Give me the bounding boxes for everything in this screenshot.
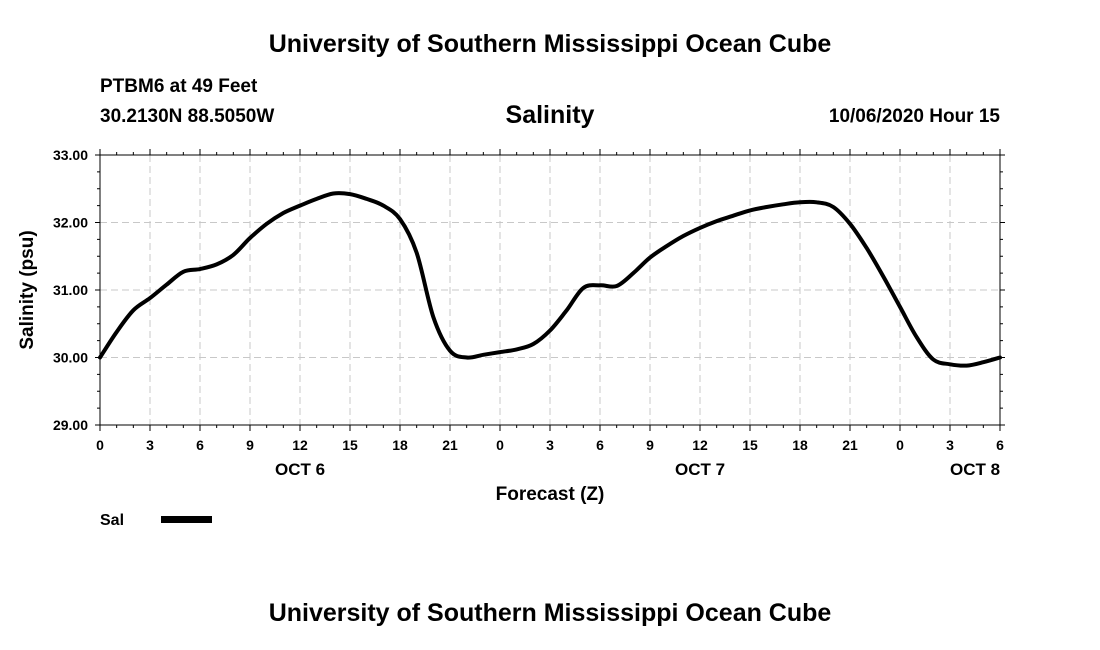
chart-title: University of Southern Mississippi Ocean… xyxy=(268,30,832,58)
series-line-sal xyxy=(98,191,1002,368)
x-tick-label: 9 xyxy=(246,437,254,453)
forecast-datetime: 10/06/2020 Hour 15 xyxy=(828,106,1000,127)
x-tick-label: 18 xyxy=(792,437,808,453)
day-label: OCT 6 xyxy=(275,460,325,479)
x-tick-label: 3 xyxy=(546,437,554,453)
x-axis-title: Forecast (Z) xyxy=(496,484,605,505)
coordinates-label: 30.2130N 88.5050W xyxy=(100,106,275,127)
y-tick-label: 30.00 xyxy=(53,350,88,366)
x-tick-label: 6 xyxy=(196,437,204,453)
y-tick-label: 31.00 xyxy=(53,282,88,298)
day-label: OCT 7 xyxy=(675,460,725,479)
x-tick-label: 6 xyxy=(996,437,1004,453)
x-tick-label: 15 xyxy=(342,437,358,453)
y-axis-title: Salinity (psu) xyxy=(17,230,38,349)
y-tick-label: 32.00 xyxy=(53,215,88,231)
x-tick-label: 3 xyxy=(946,437,954,453)
station-label: PTBM6 at 49 Feet xyxy=(100,76,258,97)
x-tick-label: 12 xyxy=(692,437,708,453)
legend: Sal xyxy=(100,512,212,529)
x-tick-label: 0 xyxy=(496,437,504,453)
variable-title: Salinity xyxy=(505,101,595,129)
x-tick-label: 0 xyxy=(896,437,904,453)
x-tick-label: 15 xyxy=(742,437,758,453)
footer-title: University of Southern Mississippi Ocean… xyxy=(268,599,832,627)
x-tick-label: 18 xyxy=(392,437,408,453)
y-tick-label: 29.00 xyxy=(53,417,88,433)
x-tick-label: 9 xyxy=(646,437,654,453)
labels-layer: 29.00 30.00 31.00 32.00 33.00 0 3 6 9 12 15 18 21 0 3 6… xyxy=(53,147,1004,479)
legend-swatch-sal xyxy=(161,516,212,523)
plot-frame xyxy=(99,154,1001,426)
x-tick-label: 3 xyxy=(146,437,154,453)
x-tick-label: 21 xyxy=(442,437,458,453)
x-tick-label: 6 xyxy=(596,437,604,453)
x-tick-label: 21 xyxy=(842,437,858,453)
legend-label-sal: Sal xyxy=(100,512,124,529)
grid-layer xyxy=(100,155,1000,425)
x-tick-label: 12 xyxy=(292,437,308,453)
day-label: OCT 8 xyxy=(950,460,1000,479)
y-tick-label: 33.00 xyxy=(53,147,88,163)
x-tick-label: 0 xyxy=(96,437,104,453)
axes-layer xyxy=(95,149,1005,431)
series-layer xyxy=(98,191,1002,368)
